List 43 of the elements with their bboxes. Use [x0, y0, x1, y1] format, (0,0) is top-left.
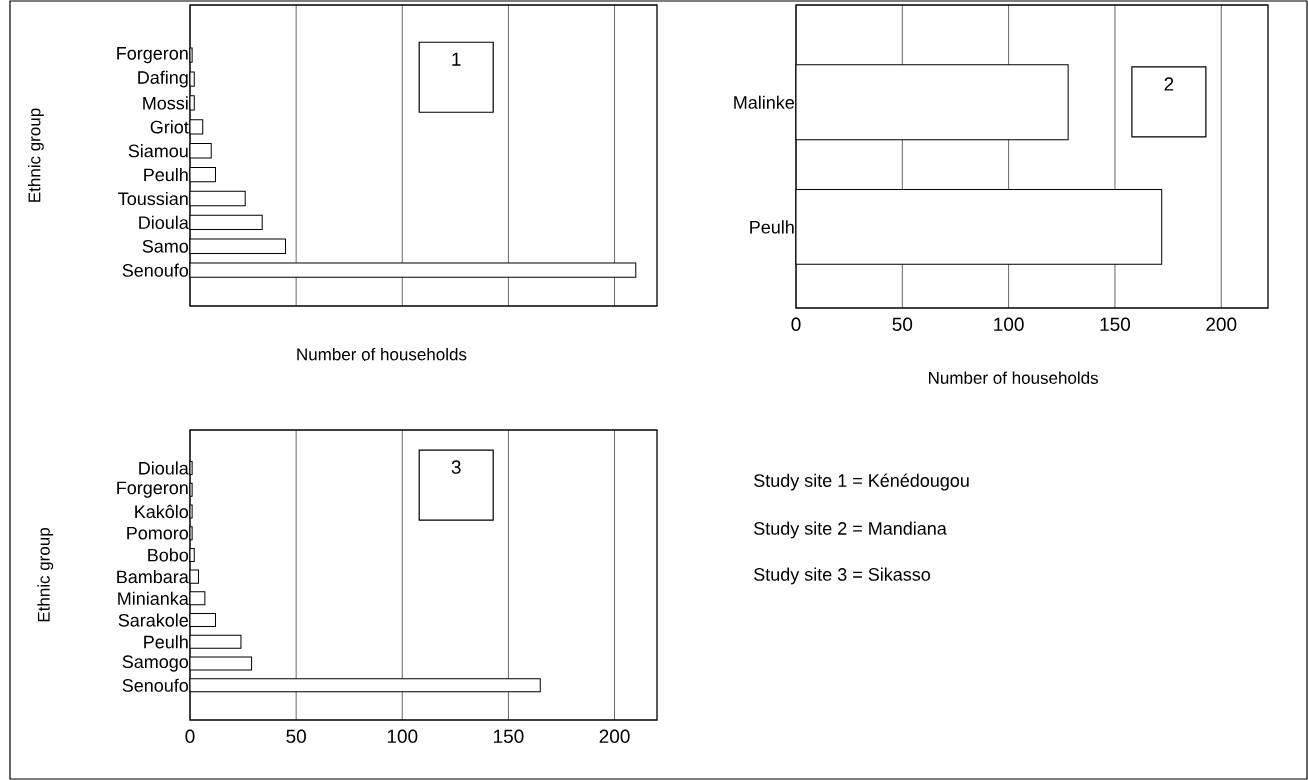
text: Study site 2 = Mandiana — [754, 521, 947, 539]
annotation: 1 — [452, 52, 461, 66]
y-tick-label: Dioula — [139, 461, 189, 475]
x-tick-label: 200 — [1206, 317, 1237, 331]
y-tick-label: Griot — [150, 120, 189, 134]
y-axis-title: Ethnic group — [27, 108, 44, 202]
y-tick-label: Forgeron — [117, 47, 188, 64]
y-tick-label: Bobo — [148, 548, 189, 562]
y-tick-label: Sarakole — [118, 613, 188, 627]
y-tick-label: Toussian — [118, 191, 188, 206]
x-tick-label: 0 — [185, 729, 195, 743]
y-tick-label: Bambara — [117, 570, 189, 584]
y-tick-label: Samogo — [122, 655, 189, 672]
x-tick-label: 150 — [1100, 317, 1131, 331]
annotation: 2 — [1164, 77, 1174, 91]
y-tick-label: Forgeron — [117, 481, 188, 498]
x-axis-title: Number of households — [297, 347, 467, 361]
x-tick-label: 100 — [994, 317, 1024, 331]
y-tick-label: Peulh — [144, 168, 188, 182]
text: Study site 1 = Kénédougou — [754, 473, 969, 491]
x-tick-label: 200 — [599, 729, 630, 743]
y-tick-label: Dioula — [139, 215, 189, 229]
y-tick-label: Senoufo — [122, 263, 189, 277]
x-tick-label: 50 — [286, 729, 306, 743]
x-axis-title: Number of households — [929, 371, 1098, 384]
y-tick-label: Minianka — [118, 591, 189, 605]
y-tick-label: Mossi — [143, 96, 188, 110]
x-tick-label: 150 — [494, 729, 524, 743]
y-tick-label: Pomoro — [127, 526, 189, 540]
y-tick-label: Samo — [142, 239, 189, 253]
y-tick-label: Peulh — [750, 220, 794, 234]
x-tick-label: 0 — [791, 317, 801, 331]
y-tick-label: Siamou — [128, 144, 188, 158]
text: Study site 3 = Sikasso — [754, 567, 931, 585]
y-tick-label: Kakôlo — [135, 504, 189, 519]
y-tick-label: Senoufo — [122, 678, 189, 692]
x-tick-label: 50 — [892, 317, 913, 331]
x-tick-label: 100 — [387, 729, 418, 743]
y-axis-title: Ethnic group — [37, 528, 54, 622]
annotation: 3 — [451, 460, 461, 474]
y-tick-label: Dafing — [138, 70, 188, 88]
y-tick-label: Peulh — [144, 635, 188, 649]
y-tick-label: Malinke — [734, 95, 794, 109]
